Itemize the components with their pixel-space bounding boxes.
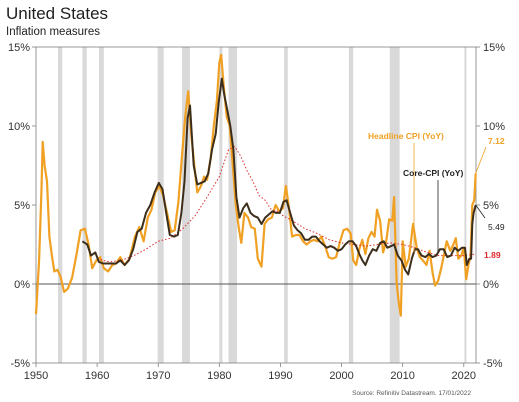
- y-tick-label-left: -5%: [10, 358, 30, 370]
- chart-subtitle: Inflation measures: [6, 26, 100, 38]
- headline-series-label: Headline CPI (YoY): [368, 131, 444, 141]
- y-tick-label-left: 0%: [14, 279, 30, 291]
- x-tick-label: 1960: [85, 370, 109, 382]
- recession-band-4: [182, 47, 190, 363]
- chart-title: United States: [6, 4, 109, 23]
- recession-band-2: [98, 47, 104, 363]
- y-tick-label-left: 5%: [14, 200, 30, 212]
- trend-last-value: 1.89: [484, 250, 501, 260]
- y-tick-label-left: 15%: [8, 42, 30, 54]
- core-series-label: Core-CPI (YoY): [403, 168, 463, 178]
- recession-band-0: [58, 47, 63, 363]
- x-tick-label: 1980: [207, 370, 231, 382]
- headline-value-leader: [475, 146, 487, 174]
- recession-band-6: [228, 47, 238, 363]
- core-last-value: 5.49: [488, 222, 505, 232]
- y-tick-label-right: 15%: [483, 42, 505, 54]
- y-tick-label-right: 0%: [483, 279, 499, 291]
- x-tick-label: 1950: [24, 370, 48, 382]
- core-value-leader: [475, 204, 486, 219]
- x-tick-label: 2000: [329, 370, 353, 382]
- recession-bands: [58, 47, 467, 363]
- y-tick-label-right: -5%: [483, 358, 503, 370]
- core-cpi-line: [81, 77, 477, 276]
- x-tick-label: 1970: [146, 370, 170, 382]
- recession-band-3: [157, 47, 164, 363]
- recession-band-5: [219, 47, 223, 363]
- headline-last-value: 7.12: [488, 136, 505, 146]
- recession-band-1: [82, 47, 87, 363]
- recession-band-7: [284, 47, 288, 363]
- recession-band-10: [464, 47, 467, 363]
- x-tick-label: 2010: [390, 370, 414, 382]
- x-tick-label: 2020: [452, 370, 476, 382]
- x-tick-label: 1990: [268, 370, 292, 382]
- source-note: Source: Refinitiv Datastream. 17/01/2022: [352, 390, 471, 397]
- y-axis-right: -5% 0% 5% 10% 15%: [476, 42, 505, 370]
- x-axis: 1950 1960 1970 1980 1990 2000 2010 2020: [24, 363, 476, 382]
- recession-band-8: [348, 47, 354, 363]
- y-tick-label-right: 10%: [483, 121, 505, 133]
- annotations: Headline CPI (YoY) Core-CPI (YoY) 7.12 5.49…: [368, 131, 505, 260]
- y-tick-label-right: 5%: [483, 200, 499, 212]
- y-axis-left: -5% 0% 5% 10% 15%: [8, 42, 36, 370]
- y-tick-label-left: 10%: [8, 121, 30, 133]
